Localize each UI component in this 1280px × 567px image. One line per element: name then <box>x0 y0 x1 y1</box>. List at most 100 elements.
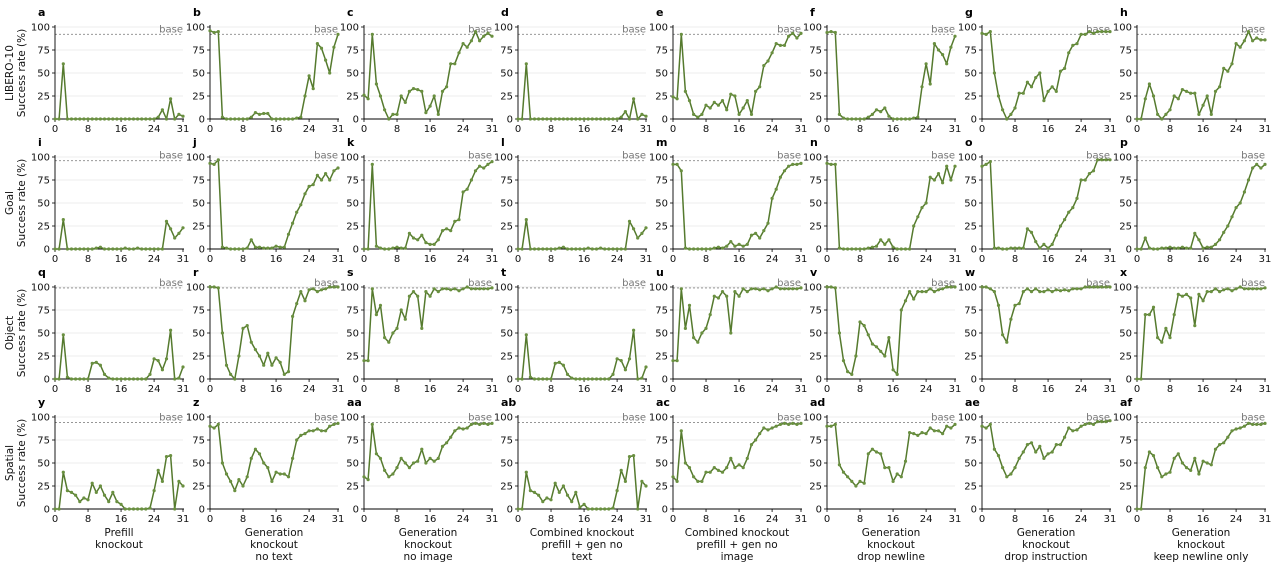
data-point <box>216 422 220 426</box>
data-point <box>366 478 370 482</box>
y-tick-label: 50 <box>37 459 50 470</box>
data-point <box>212 30 216 35</box>
x-tick-label: 8 <box>240 254 246 265</box>
data-point <box>992 447 997 451</box>
data-point <box>1091 422 1096 426</box>
data-point <box>1067 426 1071 430</box>
data-point <box>928 287 932 291</box>
baseline-label: base <box>1241 413 1265 424</box>
y-tick-label: 0 <box>662 115 668 126</box>
data-point <box>1034 287 1038 291</box>
x-tick-label: 0 <box>207 254 213 265</box>
data-point <box>61 333 65 337</box>
data-point <box>403 317 407 321</box>
x-tick-label: 0 <box>1134 254 1140 265</box>
data-point <box>469 422 473 426</box>
y-tick-label: 25 <box>655 482 668 493</box>
data-point <box>208 285 212 289</box>
y-tick-label: 25 <box>192 92 205 103</box>
data-point <box>65 247 69 251</box>
data-point <box>212 426 216 430</box>
data-point <box>78 247 82 251</box>
y-tick-label: 100 <box>186 23 205 34</box>
data-point <box>549 247 553 251</box>
data-point <box>220 331 224 335</box>
panel-letter: r <box>193 266 199 279</box>
data-point <box>537 493 541 497</box>
data-point <box>416 238 420 242</box>
series-line <box>364 160 493 250</box>
data-point <box>307 74 311 78</box>
x-tick-label: 24 <box>457 124 470 135</box>
data-point <box>370 287 374 291</box>
data-point <box>866 115 870 119</box>
x-tick-label: 0 <box>361 254 367 265</box>
x-tick-label: 0 <box>515 514 521 525</box>
data-point <box>490 286 494 290</box>
data-point <box>1226 287 1230 291</box>
data-point <box>774 424 778 428</box>
data-point <box>883 106 887 110</box>
data-point <box>237 247 241 251</box>
data-point <box>829 285 833 289</box>
data-point <box>716 296 721 300</box>
x-tick-label: 0 <box>670 124 676 135</box>
data-point <box>266 246 270 250</box>
panel-aa: aa base 0 25 50 75 100 0 8 16 24 31 <box>340 396 498 525</box>
data-point <box>1164 472 1168 476</box>
y-tick-label: 50 <box>500 199 513 210</box>
x-tick-label: 8 <box>548 124 554 135</box>
data-point <box>140 117 144 121</box>
data-point <box>1135 247 1139 251</box>
data-point <box>908 431 912 435</box>
x-tick-label: 24 <box>457 254 470 265</box>
data-point <box>86 117 90 121</box>
data-point <box>623 479 628 483</box>
data-point <box>69 377 74 381</box>
x-tick-label: 0 <box>52 124 58 135</box>
data-point <box>782 169 787 173</box>
data-point <box>144 377 148 381</box>
data-point <box>152 357 156 361</box>
y-tick-label: 50 <box>964 69 977 80</box>
data-point <box>683 246 688 250</box>
panel-c: c base 0 25 50 75 100 0 8 16 24 31 <box>340 6 498 135</box>
data-point <box>524 218 528 222</box>
data-point <box>696 479 700 483</box>
data-point <box>94 490 98 494</box>
x-tick-label: 0 <box>979 384 985 395</box>
y-tick-label: 0 <box>971 505 977 516</box>
y-tick-label: 100 <box>494 413 513 424</box>
x-tick-label: 24 <box>766 124 779 135</box>
data-point <box>478 164 482 168</box>
data-point <box>984 32 988 37</box>
data-point <box>912 224 916 228</box>
baseline-label: base <box>622 24 646 35</box>
x-tick-label: 24 <box>766 254 779 265</box>
data-point <box>833 30 837 35</box>
column-label: knockout <box>250 539 298 551</box>
data-point <box>611 247 615 251</box>
data-point <box>1067 51 1071 55</box>
baseline-label: base <box>1241 151 1265 162</box>
data-point <box>599 377 603 381</box>
data-point <box>1255 287 1259 291</box>
data-point <box>1184 89 1189 93</box>
y-tick-label: 50 <box>655 459 668 470</box>
x-tick-label: 24 <box>1230 384 1243 395</box>
data-point <box>708 313 712 317</box>
data-point <box>516 377 520 381</box>
data-point <box>833 422 837 426</box>
data-point <box>619 247 623 251</box>
data-point <box>636 236 640 240</box>
y-tick-label: 50 <box>655 329 668 340</box>
data-point <box>720 470 725 474</box>
data-point <box>1009 472 1013 476</box>
data-point <box>160 247 164 251</box>
data-point <box>574 377 578 381</box>
data-point <box>53 247 57 251</box>
data-point <box>1108 30 1112 34</box>
data-point <box>795 422 799 426</box>
data-point <box>1087 421 1091 425</box>
data-point <box>795 287 799 291</box>
